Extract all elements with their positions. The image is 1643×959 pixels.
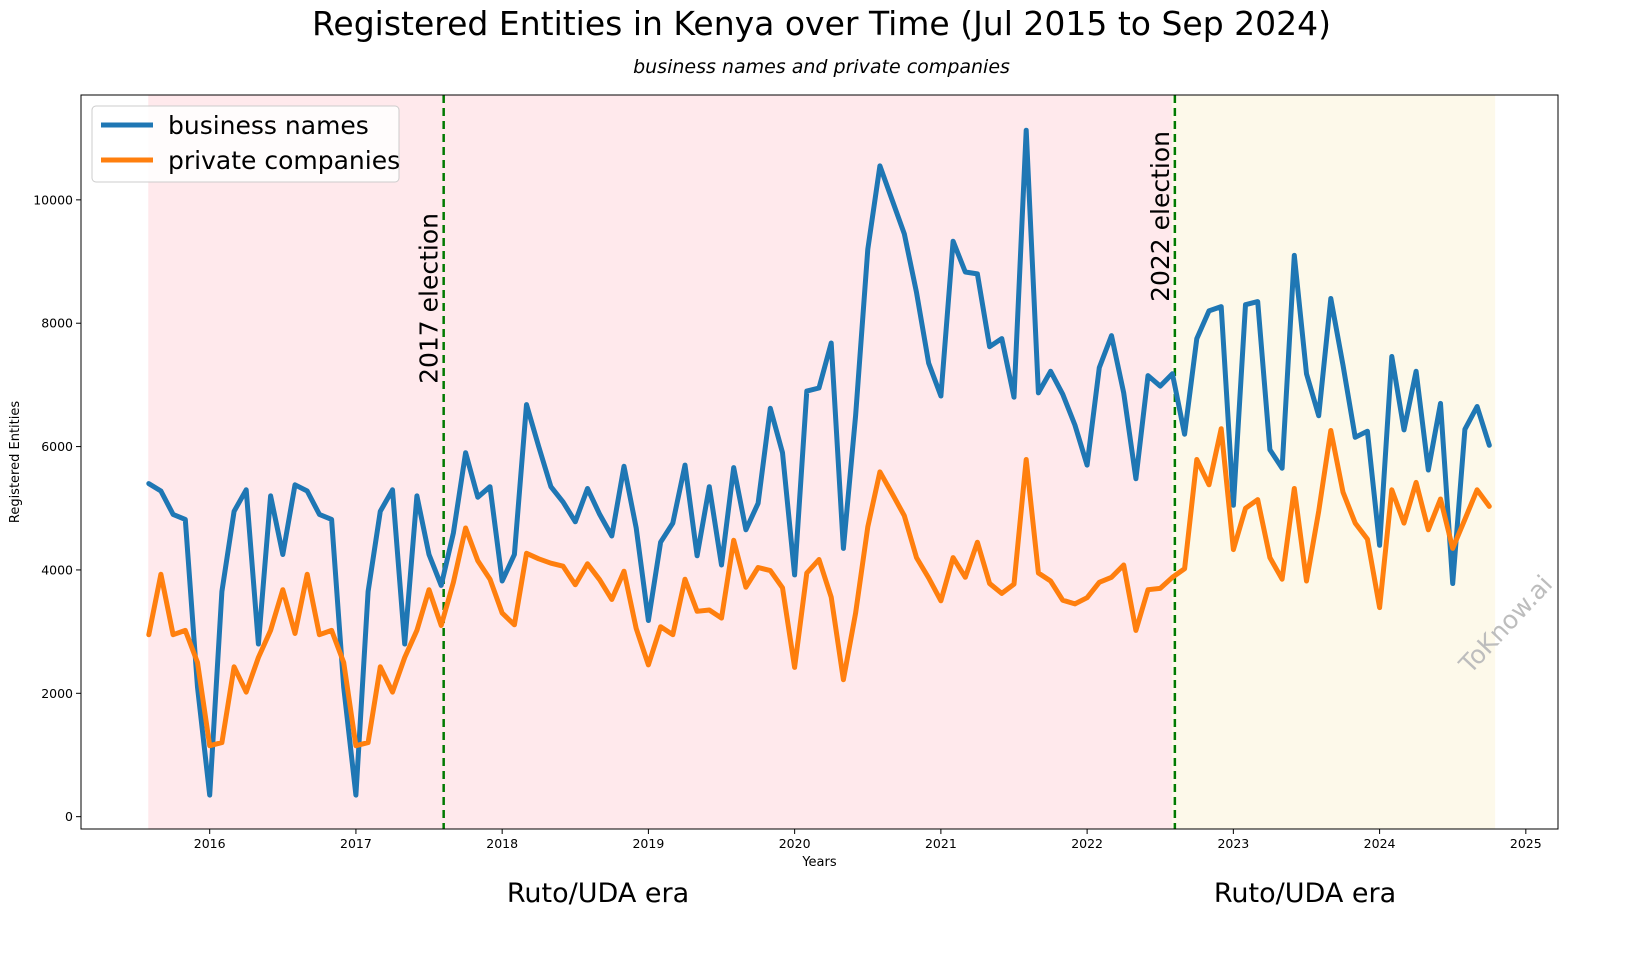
x-tick-label-2019: 2019 xyxy=(632,836,664,851)
x-tick-label-2016: 2016 xyxy=(194,836,226,851)
y-tick-label-8000: 8000 xyxy=(41,316,73,331)
y-axis-ticks: 0 2000 4000 6000 8000 10000 xyxy=(33,192,81,824)
y-axis-label: Registered Entities xyxy=(8,401,23,523)
x-tick-label-2022: 2022 xyxy=(1071,836,1103,851)
era-shade-0 xyxy=(148,95,1172,829)
election-lines xyxy=(442,95,1177,829)
y-tick-label-4000: 4000 xyxy=(41,562,73,577)
era-label-1: Ruto/UDA era xyxy=(507,878,689,909)
plot-frame xyxy=(80,94,1559,830)
legend-box xyxy=(91,105,400,183)
era-label-2: Ruto/UDA era xyxy=(1214,878,1396,909)
legend-label-private-companies: private companies xyxy=(168,146,400,175)
x-tick-label-2018: 2018 xyxy=(486,836,518,851)
x-tick-label-2017: 2017 xyxy=(340,836,372,851)
legend: business names private companies xyxy=(91,105,400,183)
x-tick-label-2020: 2020 xyxy=(779,836,811,851)
chart-subtitle: business names and private companies xyxy=(633,56,1010,78)
x-axis-ticks: 2016 2017 2018 2019 2020 2021 2022 2023 2024 2025 xyxy=(194,829,1542,851)
series-line-private-companies xyxy=(146,426,1492,749)
legend-label-business-names: business names xyxy=(168,111,369,140)
y-tick-label-2000: 2000 xyxy=(41,686,73,701)
series-lines xyxy=(146,127,1492,798)
x-tick-label-2025: 2025 xyxy=(1510,836,1542,851)
annotation-2022-election: 2022 election xyxy=(1146,131,1175,302)
y-tick-label-10000: 10000 xyxy=(33,192,73,207)
y-tick-label-0: 0 xyxy=(65,809,73,824)
y-tick-label-6000: 6000 xyxy=(41,439,73,454)
era-shading xyxy=(148,95,1496,829)
annotation-2017-election: 2017 election xyxy=(415,213,444,384)
x-tick-label-2021: 2021 xyxy=(925,836,957,851)
chart-title: Registered Entities in Kenya over Time (… xyxy=(311,4,1332,43)
x-tick-label-2023: 2023 xyxy=(1217,836,1249,851)
series-line-business-names xyxy=(146,127,1492,798)
x-axis-label: Years xyxy=(801,855,837,870)
x-tick-label-2024: 2024 xyxy=(1364,836,1396,851)
